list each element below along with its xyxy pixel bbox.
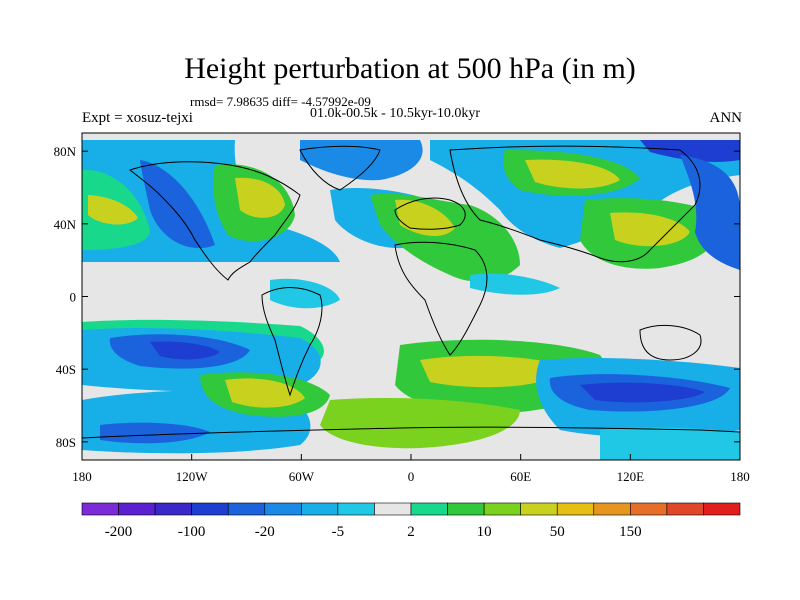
lat-tick-label: 40N bbox=[54, 217, 77, 232]
lat-tick-label: 40S bbox=[56, 362, 76, 377]
anomaly-arctic-pacific bbox=[640, 140, 740, 163]
legend-swatch bbox=[447, 502, 485, 516]
latitude-axis: 80N 40N 0 40S 80S bbox=[54, 144, 740, 450]
legend-swatch bbox=[264, 502, 302, 516]
coastlines bbox=[82, 145, 740, 439]
lon-tick-label: 120W bbox=[176, 469, 209, 484]
lat-tick-label: 0 bbox=[70, 290, 77, 305]
anomaly-npac-core bbox=[88, 195, 138, 225]
legend-swatch bbox=[703, 502, 741, 516]
map-title: Height perturbation at 500 hPa (in m) bbox=[184, 52, 636, 85]
legend-label: -100 bbox=[178, 524, 206, 540]
longitude-axis: 180 120W 60W 0 60E 120E 180 bbox=[72, 454, 750, 484]
period-label: 01.0k-00.5k - 10.5kyr-10.0kyr bbox=[310, 106, 481, 121]
legend-label: 10 bbox=[477, 524, 492, 540]
legend-swatch bbox=[301, 502, 339, 516]
anomaly-field bbox=[82, 133, 740, 460]
anomaly-europe-core bbox=[395, 199, 455, 236]
lat-tick-label: 80N bbox=[54, 144, 77, 159]
anomaly-na-core bbox=[235, 177, 285, 218]
anomaly-south-indian-core bbox=[420, 355, 570, 388]
anomaly-east-asia-core bbox=[610, 212, 690, 247]
anomaly-central-asia-core bbox=[525, 159, 620, 189]
lat-tick-label: 80S bbox=[56, 435, 76, 450]
legend-label: 2 bbox=[407, 524, 415, 540]
lon-tick-label: 60E bbox=[510, 469, 531, 484]
lon-tick-label: 0 bbox=[408, 469, 415, 484]
legend-label: -200 bbox=[105, 524, 133, 540]
legend-swatch bbox=[520, 502, 558, 516]
lon-tick-label: 180 bbox=[72, 469, 92, 484]
legend-swatch bbox=[81, 502, 119, 516]
legend-label: -5 bbox=[332, 524, 345, 540]
rmsd-diff-stats: rmsd= 7.98635 diff= -4.57992e-09 bbox=[190, 94, 371, 109]
anomaly-southern-ocean-low bbox=[100, 422, 210, 444]
anomaly-antarctic-east bbox=[600, 427, 740, 460]
anomaly-tropical-atlantic bbox=[270, 278, 340, 309]
anomaly-south-pacific-core bbox=[150, 341, 220, 360]
legend-swatch bbox=[630, 502, 668, 516]
lon-tick-label: 180 bbox=[730, 469, 750, 484]
legend-swatch bbox=[227, 502, 266, 516]
legend-swatch bbox=[666, 502, 704, 516]
color-legend: -200 -100 -20 -5 2 10 50 150 bbox=[81, 502, 741, 540]
lon-tick-label: 120E bbox=[617, 469, 645, 484]
anomaly-greenland bbox=[300, 140, 423, 181]
anomaly-tropical-indian bbox=[470, 273, 560, 295]
legend-swatch bbox=[118, 502, 156, 516]
legend-label: -20 bbox=[255, 524, 275, 540]
experiment-label: Expt = xosuz-tejxi bbox=[82, 110, 193, 126]
legend-swatch bbox=[483, 502, 521, 516]
legend-swatch bbox=[593, 502, 631, 516]
legend-swatch bbox=[410, 502, 448, 516]
legend-label: 50 bbox=[550, 524, 565, 540]
legend-swatch bbox=[337, 502, 375, 516]
legend-swatch bbox=[374, 502, 412, 516]
anomaly-west-pacific bbox=[680, 155, 740, 270]
anomaly-southern-ocean-central bbox=[320, 398, 520, 449]
legend-swatch bbox=[556, 502, 595, 516]
legend-label: 150 bbox=[619, 524, 642, 540]
anomaly-south-east-core bbox=[580, 382, 705, 403]
legend-swatch bbox=[191, 502, 229, 516]
anomaly-north-america-west bbox=[140, 160, 215, 249]
anomaly-south-atlantic-core bbox=[225, 378, 305, 408]
season-label: ANN bbox=[709, 110, 743, 126]
legend-swatch bbox=[154, 502, 192, 516]
lon-tick-label: 60W bbox=[289, 469, 315, 484]
